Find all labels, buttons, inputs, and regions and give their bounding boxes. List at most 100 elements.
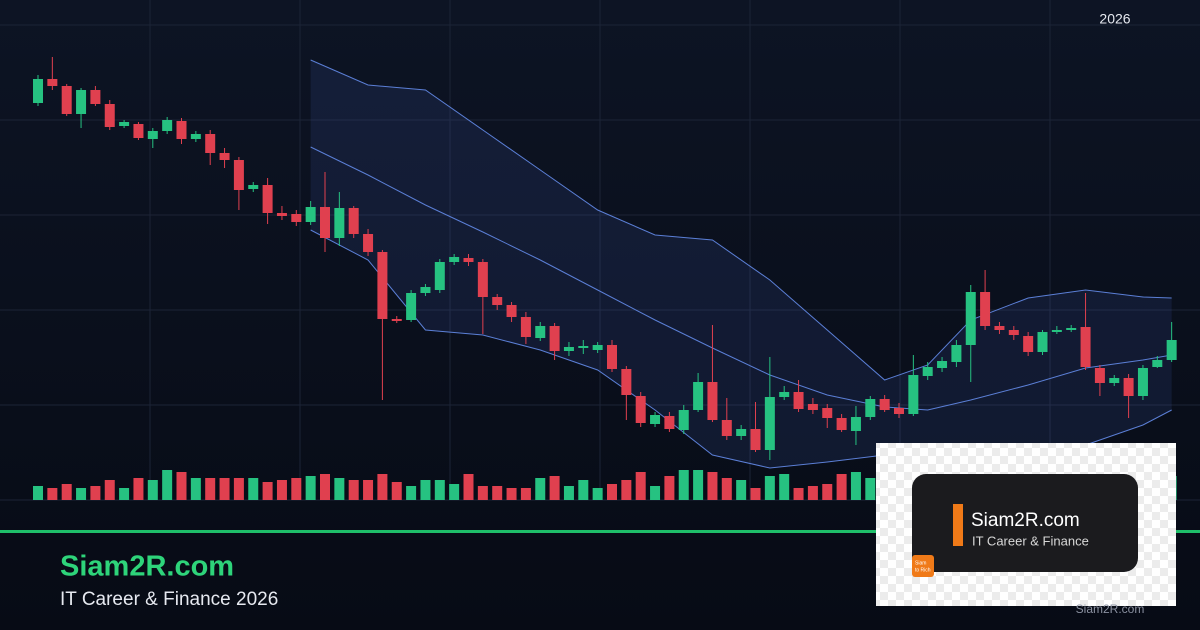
- volume-bar: [693, 470, 704, 500]
- volume-bar: [850, 472, 861, 500]
- candle-body: [76, 90, 87, 114]
- volume-bar: [707, 472, 718, 500]
- volume-bar: [205, 478, 216, 500]
- candle-body: [377, 252, 388, 319]
- candle-body: [291, 214, 302, 222]
- candle-body: [147, 131, 158, 139]
- volume-bar: [377, 474, 388, 500]
- volume-bar: [750, 488, 761, 500]
- candle-body: [994, 326, 1005, 330]
- candle-body: [578, 346, 589, 348]
- candle-body: [549, 326, 560, 351]
- candle-body: [721, 420, 732, 436]
- volume-bar: [133, 478, 144, 500]
- candle-body: [363, 234, 374, 252]
- candle-body: [779, 392, 790, 397]
- volume-bar: [147, 480, 158, 500]
- candle-body: [248, 185, 259, 189]
- candle-body: [90, 90, 101, 104]
- volume-bar: [262, 482, 273, 500]
- candle-body: [162, 120, 173, 131]
- candle-body: [922, 367, 933, 376]
- candle-body: [1137, 368, 1148, 396]
- candle-body: [836, 418, 847, 430]
- candle-body: [635, 396, 646, 423]
- candle-body: [621, 369, 632, 395]
- candle-body: [262, 185, 273, 213]
- volume-bar: [334, 478, 345, 500]
- volume-bar: [320, 474, 330, 500]
- candle-body: [736, 429, 747, 436]
- candle-body: [391, 319, 402, 321]
- candle-body: [305, 207, 316, 222]
- logo-badge-text: Siam: [915, 560, 926, 566]
- logo-bar: [953, 504, 963, 546]
- candle-body: [320, 207, 330, 238]
- volume-bar: [434, 480, 445, 500]
- candle-body: [463, 258, 474, 262]
- candle-body: [850, 417, 861, 431]
- year-label: 2026: [1099, 11, 1130, 27]
- candle-body: [1094, 368, 1105, 383]
- divider: [0, 530, 1200, 533]
- candle-body: [563, 347, 574, 351]
- candle-body: [980, 292, 991, 326]
- volume-bar: [33, 486, 43, 500]
- volume-bar: [650, 486, 661, 500]
- candle-body: [693, 382, 704, 410]
- candle-body: [1166, 340, 1177, 360]
- logo-subtitle: IT Career & Finance: [972, 533, 1089, 548]
- candle-body: [937, 361, 948, 368]
- volume-bar: [779, 474, 790, 500]
- volume-bar: [578, 480, 589, 500]
- candle-body: [607, 345, 617, 369]
- candle-body: [793, 392, 804, 409]
- volume-bar: [506, 488, 517, 500]
- candle-body: [1037, 332, 1048, 352]
- candle-body: [276, 213, 287, 216]
- volume-bar: [420, 480, 431, 500]
- candle-body: [965, 292, 976, 345]
- volume-bar: [793, 488, 804, 500]
- candle-body: [449, 257, 460, 262]
- volume-bar: [764, 476, 775, 500]
- volume-bar: [162, 470, 173, 500]
- candle-body: [420, 287, 431, 293]
- volume-bar: [190, 478, 201, 500]
- volume-bar: [607, 484, 617, 500]
- band-line: [310, 59, 1172, 381]
- candle-body: [205, 134, 216, 153]
- candle-body: [406, 293, 417, 320]
- volume-bar: [592, 488, 603, 500]
- volume-bar: [678, 470, 689, 500]
- candle-body: [334, 208, 345, 238]
- candle-body: [1008, 330, 1019, 335]
- candle-body: [133, 124, 144, 138]
- volume-bar: [276, 480, 287, 500]
- volume-bar: [104, 480, 115, 500]
- volume-bar: [348, 480, 359, 500]
- logo-badge: [912, 555, 934, 577]
- candle-body: [1051, 330, 1062, 332]
- candle-body: [592, 345, 603, 350]
- volume-bar: [291, 478, 302, 500]
- candle-body: [535, 326, 546, 338]
- candle-body: [119, 122, 130, 126]
- candle-body: [47, 79, 58, 86]
- volume-bar: [176, 472, 187, 500]
- volume-bar: [90, 486, 101, 500]
- candle-body: [434, 262, 445, 290]
- volume-bar: [635, 472, 646, 500]
- vertical-grid: [149, 0, 1051, 500]
- brand-title: Siam2R.com: [60, 551, 234, 583]
- volume-bar: [477, 486, 488, 500]
- candle-body: [233, 160, 244, 190]
- candle-body: [750, 429, 761, 450]
- logo-title: Siam2R.com: [971, 510, 1080, 531]
- candle-body: [951, 345, 962, 362]
- volume-bar: [492, 486, 503, 500]
- volume-bar: [563, 486, 574, 500]
- candle-body: [664, 416, 675, 429]
- candle-body: [879, 399, 890, 410]
